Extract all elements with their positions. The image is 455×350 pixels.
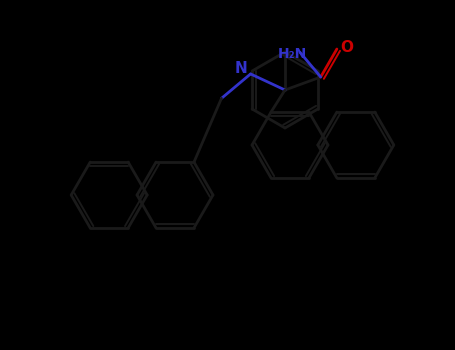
Text: H₂N: H₂N	[277, 47, 307, 61]
Text: O: O	[340, 40, 354, 55]
Text: N: N	[234, 62, 247, 76]
